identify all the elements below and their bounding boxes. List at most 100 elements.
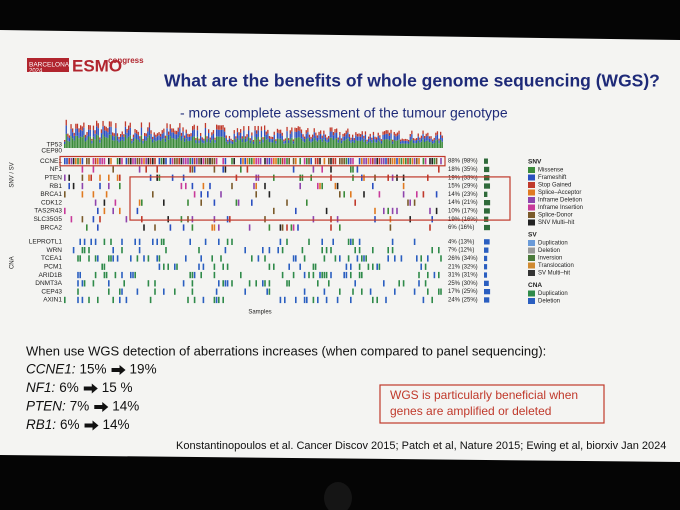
sample-burden — [140, 122, 143, 128]
sample-burden — [396, 135, 399, 141]
sample-burden — [344, 136, 346, 141]
sample-burden — [176, 134, 178, 140]
sample-burden — [254, 136, 256, 148]
sample-burden — [185, 138, 187, 148]
highlight-box — [59, 155, 446, 167]
sample-burden — [361, 131, 363, 135]
mutation-cell — [339, 224, 341, 231]
mutation-cell — [97, 158, 99, 165]
sample-burden — [393, 132, 395, 136]
mutation-cell — [299, 174, 301, 181]
sample-burden — [172, 128, 175, 133]
sample-burden — [252, 139, 255, 142]
mutation-cell — [341, 158, 343, 165]
mutation-cell — [81, 191, 84, 198]
mutation-cell — [202, 263, 205, 270]
mutation-cell — [361, 158, 363, 165]
sample-burden — [188, 134, 191, 137]
sample-burden — [216, 129, 218, 137]
row-percent: 26% (34%) — [448, 256, 478, 262]
mutation-cell — [136, 255, 139, 262]
sample-burden — [236, 138, 239, 148]
mutation-cell — [246, 166, 249, 173]
mutation-cell — [383, 207, 385, 215]
sample-burden — [412, 140, 415, 144]
sample-burden — [356, 136, 359, 141]
mutation-cell — [332, 238, 334, 245]
sample-burden — [334, 129, 336, 133]
increase-to: 19% — [130, 362, 157, 377]
legend-heading: SV — [528, 232, 537, 239]
mutation-cell — [176, 263, 178, 270]
sample-burden — [310, 142, 312, 148]
sample-burden — [363, 141, 365, 148]
sample-burden — [254, 130, 256, 137]
legend-label: Splice–Acceptor — [538, 190, 581, 196]
mutation-cell — [328, 158, 330, 165]
sample-burden — [294, 131, 296, 138]
mutation-cell — [391, 207, 394, 215]
mutation-cell — [147, 255, 150, 262]
mutation-cell — [92, 280, 95, 287]
mutation-cell — [350, 263, 352, 270]
sample-burden — [326, 142, 328, 148]
sample-burden — [249, 138, 251, 141]
sample-burden — [91, 138, 93, 141]
mutation-cell — [400, 255, 403, 262]
sample-burden — [65, 119, 67, 126]
mutation-cell — [440, 158, 442, 165]
sample-burden — [377, 132, 379, 136]
mutation-cell — [176, 158, 178, 165]
sample-burden — [126, 132, 128, 139]
mutation-cell — [171, 158, 174, 165]
mutation-cell — [103, 207, 106, 215]
sample-burden — [406, 143, 408, 148]
mutation-cell — [438, 271, 440, 279]
sample-burden — [316, 135, 319, 138]
legend-swatch — [528, 247, 535, 254]
mutation-cell — [317, 182, 319, 190]
mutation-cell — [387, 255, 389, 262]
sample-burden — [332, 135, 335, 141]
mutation-cell — [125, 216, 128, 223]
mutation-cell — [246, 158, 249, 165]
mutation-cell — [378, 158, 381, 165]
sample-burden — [236, 132, 239, 139]
mutation-cell — [288, 158, 290, 165]
mutation-cell — [396, 207, 398, 215]
sample-burden — [340, 140, 343, 144]
mutation-cell — [86, 224, 88, 231]
mutation-cell — [416, 255, 418, 262]
sample-burden — [355, 140, 357, 148]
sample-burden — [297, 137, 299, 148]
mutation-cell — [352, 166, 354, 173]
sample-burden — [281, 135, 283, 141]
mutation-cell — [83, 280, 86, 287]
sample-burden — [78, 132, 80, 139]
mutation-cell — [121, 271, 123, 279]
mutation-cell — [156, 174, 158, 181]
sample-burden — [353, 138, 355, 141]
sample-burden — [96, 120, 98, 127]
mutation-cell — [339, 255, 341, 262]
sample-burden — [340, 143, 343, 148]
sample-burden — [123, 134, 125, 137]
sample-burden — [348, 141, 351, 148]
mutation-cell — [420, 263, 422, 270]
mutation-cell — [103, 238, 106, 245]
gene-label: SLC35G5 — [33, 216, 62, 223]
legend-swatch — [528, 270, 535, 276]
mutation-cell — [369, 158, 372, 165]
sample-burden — [238, 140, 240, 148]
sample-burden — [252, 141, 255, 144]
mutation-cell — [284, 296, 286, 304]
sample-burden — [112, 132, 114, 136]
mutation-cell — [79, 255, 81, 262]
mutation-cell — [264, 158, 266, 165]
sample-burden — [156, 140, 159, 148]
sample-burden — [420, 141, 423, 148]
mutation-cell — [418, 158, 420, 165]
sample-burden — [395, 136, 397, 141]
mutation-cell — [134, 271, 136, 279]
